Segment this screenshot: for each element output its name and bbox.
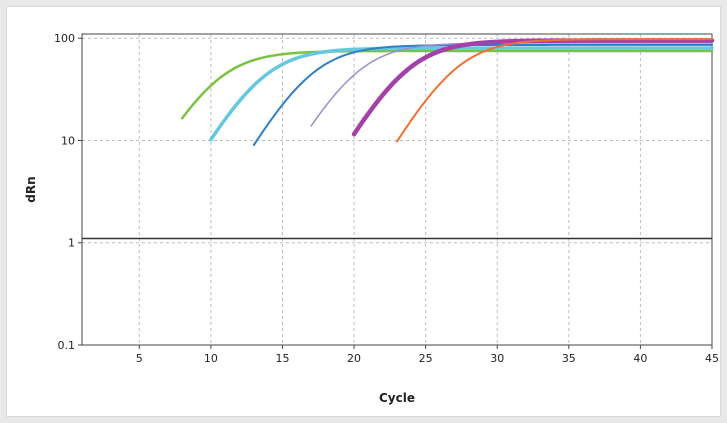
x-tick-label: 35 — [562, 352, 576, 365]
x-axis-title: Cycle — [379, 391, 415, 405]
y-tick-label: 1 — [68, 237, 75, 250]
x-tick-label: 40 — [633, 352, 647, 365]
x-tick-label: 20 — [347, 352, 361, 365]
x-tick-label: 25 — [419, 352, 433, 365]
x-tick-label: 10 — [204, 352, 218, 365]
amplification-curve-3 — [252, 43, 713, 147]
y-tick-label: 0.1 — [58, 339, 76, 352]
amplification-curve-1 — [180, 49, 714, 120]
x-axis-ticks: 5 10 15 20 25 30 35 40 45 — [136, 345, 719, 365]
y-tick-label: 10 — [61, 134, 75, 147]
x-tick-label: 5 — [136, 352, 143, 365]
amplification-curves — [180, 38, 715, 147]
amplification-chart: 5 10 15 20 25 30 35 40 45 0.1 1 10 100 Cycle dRn — [24, 32, 719, 405]
x-tick-label: 15 — [275, 352, 289, 365]
y-tick-label: 100 — [54, 32, 75, 45]
y-axis-ticks: 0.1 1 10 100 — [54, 32, 82, 352]
x-tick-label: 45 — [705, 352, 719, 365]
amplification-curve-6 — [396, 38, 713, 143]
x-tick-label: 30 — [490, 352, 504, 365]
amplification-curve-2 — [209, 46, 714, 142]
y-axis-title: dRn — [24, 176, 38, 202]
amplification-curve-4 — [310, 42, 713, 127]
chart-panel: 5 10 15 20 25 30 35 40 45 0.1 1 10 100 Cycle dRn — [6, 6, 721, 417]
plot-area — [81, 33, 713, 346]
amplification-curve-5 — [351, 38, 715, 137]
